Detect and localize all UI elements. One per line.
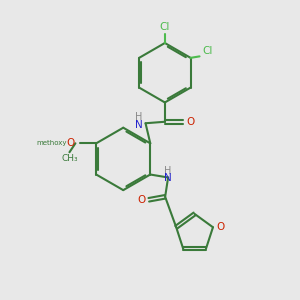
Text: O: O	[67, 138, 75, 148]
Text: N: N	[164, 173, 172, 183]
Text: H: H	[135, 112, 143, 122]
Text: O: O	[137, 195, 146, 205]
Text: O: O	[216, 222, 224, 232]
Text: N: N	[135, 120, 143, 130]
Text: CH₃: CH₃	[61, 154, 78, 163]
Text: methoxy: methoxy	[36, 140, 67, 146]
Text: Cl: Cl	[202, 46, 213, 56]
Text: H: H	[164, 166, 172, 176]
Text: O: O	[186, 117, 194, 127]
Text: Cl: Cl	[160, 22, 170, 32]
